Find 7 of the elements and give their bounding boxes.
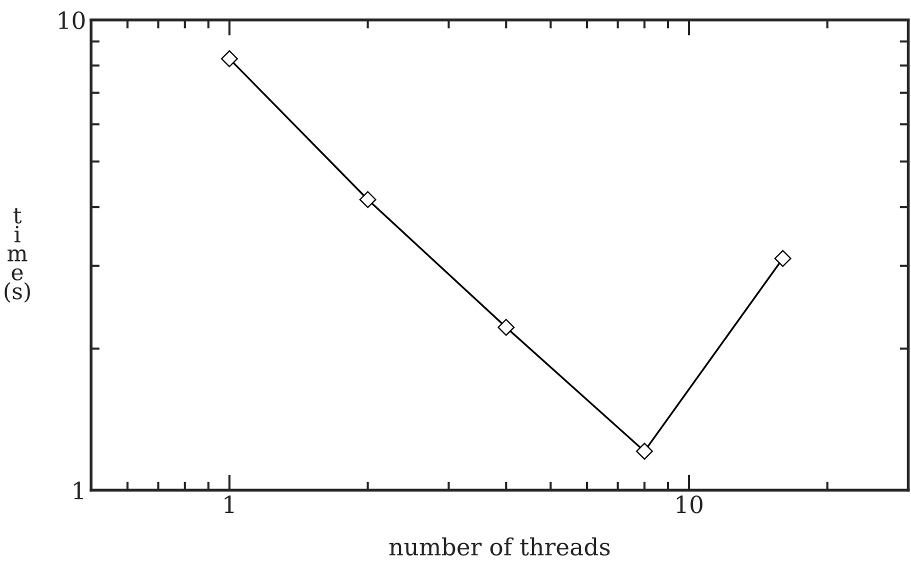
point xyxy=(636,442,653,460)
point xyxy=(774,250,792,267)
point xyxy=(359,191,376,208)
y-axis-title: time (s) xyxy=(4,208,30,303)
point xyxy=(498,318,515,336)
x-axis-title: number of threads xyxy=(389,537,610,556)
point xyxy=(220,50,238,68)
